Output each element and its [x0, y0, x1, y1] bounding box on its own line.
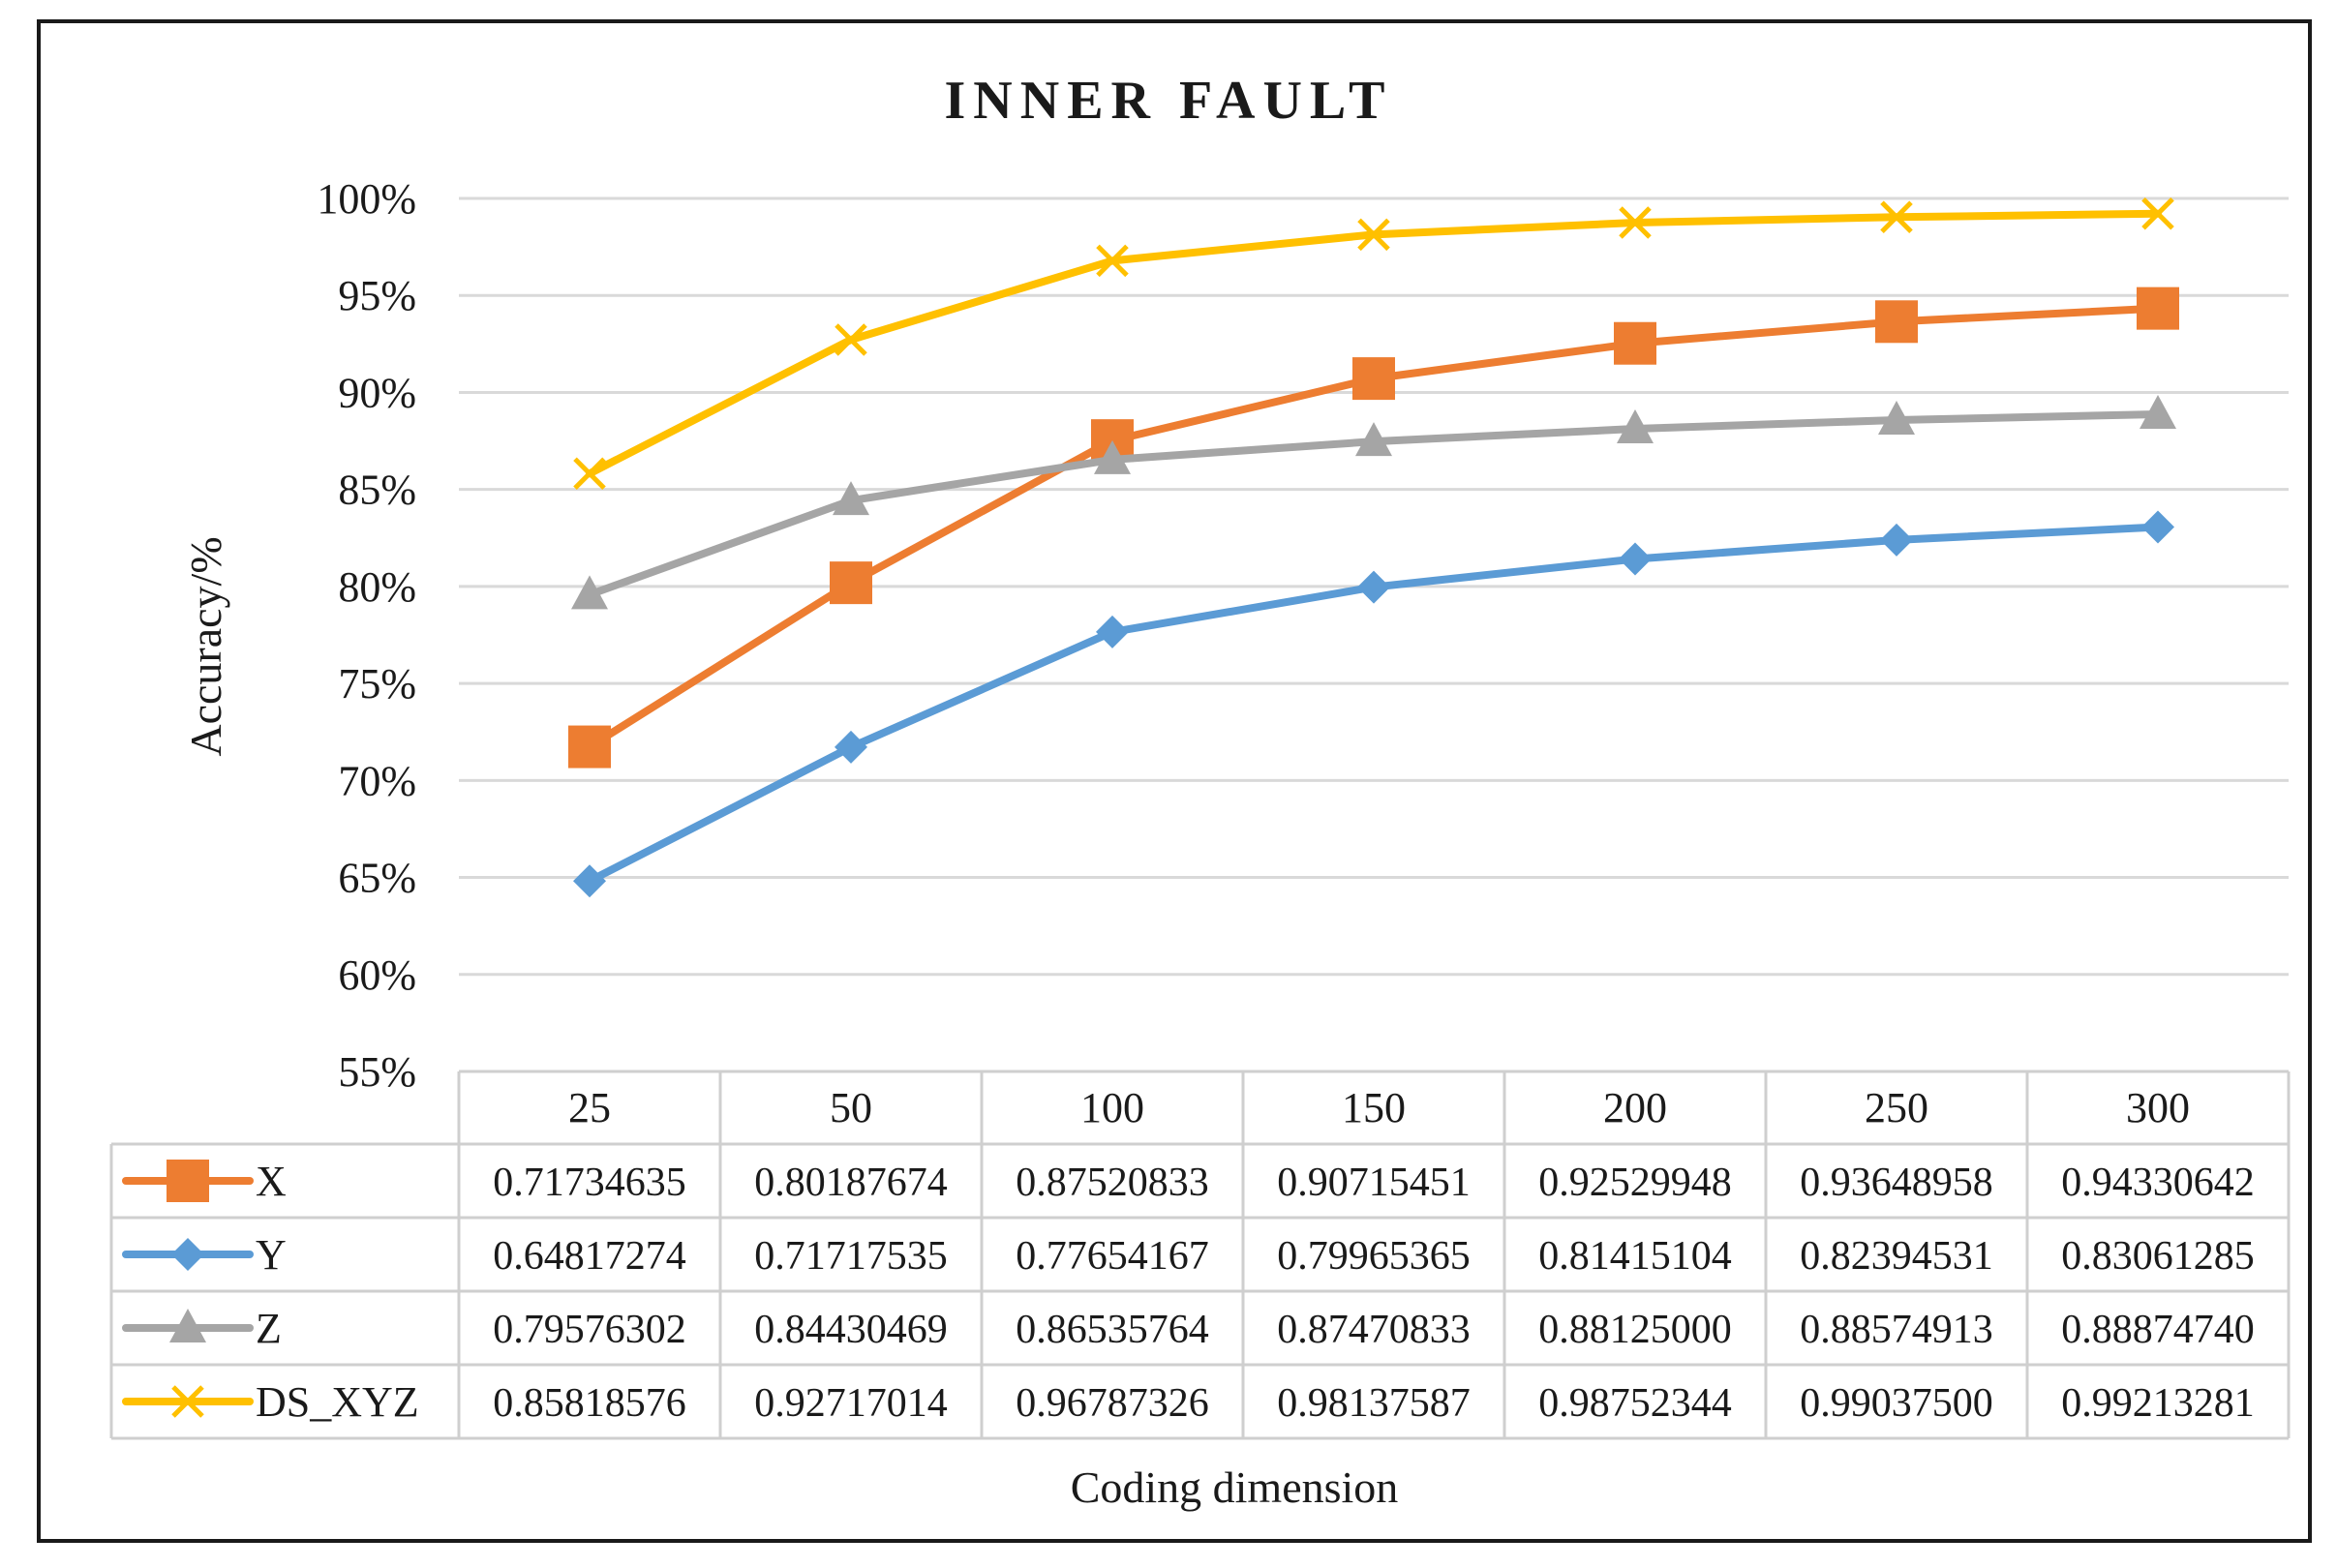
marker-square	[2137, 286, 2179, 330]
table-cell: 0.90715451	[1277, 1161, 1471, 1205]
marker-square	[1614, 321, 1656, 365]
x-tick-label: 150	[1342, 1084, 1406, 1131]
table-cell: 0.82394531	[1800, 1234, 1993, 1279]
table-cell: 0.92529948	[1538, 1161, 1732, 1205]
x-tick-label: 25	[568, 1084, 611, 1131]
y-tick-label: 55%	[338, 1048, 416, 1096]
y-tick-label: 60%	[338, 951, 416, 999]
marker-diamond	[835, 730, 867, 764]
legend-label: X	[256, 1158, 287, 1205]
y-tick-label: 95%	[338, 272, 416, 319]
marker-diamond	[1357, 570, 1390, 604]
series-x	[568, 286, 2179, 769]
legend-label: Z	[256, 1305, 282, 1352]
y-tick-label: 90%	[338, 369, 416, 416]
y-axis-label: Accuracy/%	[181, 536, 230, 756]
legend-key	[122, 1238, 254, 1271]
marker-diamond	[1096, 615, 1129, 648]
marker-x	[1096, 244, 1129, 278]
marker-triangle	[1617, 409, 1654, 444]
x-tick-label: 100	[1080, 1084, 1144, 1131]
y-tick-label: 65%	[338, 855, 416, 902]
y-tick-label: 80%	[338, 563, 416, 611]
table-cell: 0.98752344	[1538, 1381, 1732, 1426]
data-table: 25 50 100 150 200 250 300 X 0.71734635 0.80187674…	[109, 1070, 2291, 1440]
table-cell: 0.81415104	[1538, 1234, 1732, 1279]
marker-square	[167, 1160, 209, 1202]
table-cell: 0.79965365	[1277, 1234, 1471, 1279]
y-tick-label: 100%	[317, 175, 416, 223]
marker-x	[1880, 200, 1913, 234]
table-cell: 0.94330642	[2061, 1161, 2255, 1205]
table-cell: 0.92717014	[754, 1381, 948, 1426]
marker-diamond	[573, 864, 606, 898]
table-cell: 0.80187674	[754, 1161, 948, 1205]
table-cell: 0.93648958	[1800, 1161, 1993, 1205]
x-tick-label: 300	[2126, 1084, 2190, 1131]
marker-square	[1875, 300, 1918, 344]
series-z	[571, 394, 2176, 610]
marker-square	[830, 561, 872, 605]
table-cell: 0.64817274	[493, 1234, 686, 1279]
marker-x	[835, 323, 867, 356]
marker-square	[568, 725, 611, 769]
marker-diamond	[171, 1238, 204, 1271]
marker-x	[171, 1385, 204, 1418]
marker-triangle	[1094, 439, 1131, 474]
marker-triangle	[1878, 401, 1915, 436]
table-cell: 0.85818576	[493, 1381, 686, 1426]
marker-x	[1357, 218, 1390, 252]
marker-triangle	[1355, 422, 1392, 457]
marker-triangle	[833, 481, 869, 516]
y-tick-label: 70%	[338, 757, 416, 804]
table-cell: 0.71717535	[754, 1234, 948, 1279]
series-y	[573, 510, 2174, 898]
marker-triangle	[571, 575, 608, 610]
table-cell: 0.77654167	[1016, 1234, 1209, 1279]
table-cell: 0.86535764	[1016, 1308, 1209, 1352]
chart-title: INNER FAULT	[945, 71, 1393, 131]
marker-diamond	[2141, 510, 2174, 544]
plot-series	[568, 197, 2179, 898]
marker-x	[1619, 206, 1652, 239]
table-cell: 0.79576302	[493, 1308, 686, 1352]
table-cell: 0.88125000	[1538, 1308, 1732, 1352]
table-cell: 0.87520833	[1016, 1161, 1209, 1205]
legend-label: DS_XYZ	[256, 1378, 419, 1426]
table-cell: 0.87470833	[1277, 1308, 1471, 1352]
x-tick-label: 250	[1865, 1084, 1928, 1131]
table-cell: 0.96787326	[1016, 1381, 1209, 1426]
marker-x	[573, 457, 606, 491]
table-cell: 0.98137587	[1277, 1381, 1471, 1426]
x-tick-label: 50	[830, 1084, 872, 1131]
table-cell: 0.99213281	[2061, 1381, 2255, 1426]
table-cell: 0.84430469	[754, 1308, 948, 1352]
table-cell: 0.88574913	[1800, 1308, 1993, 1352]
table-cell: 0.99037500	[1800, 1381, 1993, 1426]
marker-diamond	[1880, 523, 1913, 557]
y-tick-label: 85%	[338, 467, 416, 514]
marker-triangle	[2140, 394, 2176, 429]
series-ds-xyz	[573, 197, 2174, 491]
table-cell: 0.88874740	[2061, 1308, 2255, 1352]
legend-key	[122, 1160, 254, 1202]
x-tick-label: 200	[1603, 1084, 1667, 1131]
marker-x	[2141, 197, 2174, 230]
marker-diamond	[1619, 542, 1652, 576]
table-cell: 0.71734635	[493, 1161, 686, 1205]
x-axis-label: Coding dimension	[1071, 1462, 1399, 1512]
legend-label: Y	[256, 1231, 287, 1279]
marker-triangle	[169, 1309, 206, 1342]
legend-key	[122, 1385, 254, 1418]
y-tick-label: 75%	[338, 660, 416, 708]
marker-square	[1352, 357, 1395, 401]
legend-key	[122, 1309, 254, 1342]
grid: 55% 60% 65% 70% 75% 80% 85% 90% 95% 100%	[317, 175, 2289, 1096]
table-cell: 0.83061285	[2061, 1234, 2255, 1279]
